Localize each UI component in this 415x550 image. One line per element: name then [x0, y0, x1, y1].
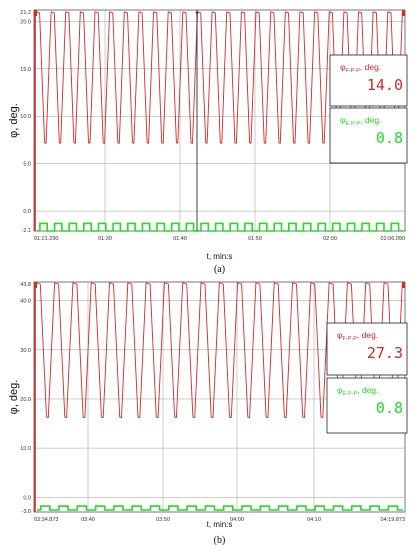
- chart-panel-b: 43.8 40.0 30.0 20.0 10.0 0.0 -3.003:34.873 03:4…: [8, 281, 408, 546]
- cursor-marker-icon: ▼: [194, 11, 199, 17]
- value-box-label-unit: , deg.: [357, 330, 378, 340]
- x-tick-label: 04:10: [307, 517, 321, 523]
- x-tick-label: 01:40: [173, 236, 187, 242]
- x-tick-label: 02:06.090: [381, 236, 405, 242]
- x-tick-label: 01:50: [248, 236, 262, 242]
- value-box-value: 14.0: [367, 76, 403, 94]
- value-box-label: φE-P-P, deg.: [337, 385, 378, 397]
- value-box-label-unit: , deg.: [360, 115, 381, 125]
- panel-label: (a): [214, 264, 225, 275]
- y-tick-label: 15.0: [20, 67, 31, 73]
- value-box: [326, 377, 408, 434]
- y-tick-label: -2.1: [22, 228, 31, 234]
- value-box-label-subscript: E-P-P: [346, 121, 361, 127]
- value-box-label-unit: , deg.: [357, 385, 378, 395]
- value-box-label-symbol: φ: [337, 385, 343, 395]
- value-box-label-subscript: F-P-P: [346, 68, 361, 74]
- series-start-flag: [34, 282, 37, 288]
- x-tick-label: 03:34.873: [34, 517, 58, 523]
- value-box-label-symbol: φ: [340, 115, 346, 125]
- y-tick-label: 21.2: [20, 10, 31, 16]
- y-tick-label: 10.0: [20, 114, 31, 120]
- series-end-flag: [402, 10, 405, 16]
- chart-panel-a: 21.2 20.0 15.0 10.0 5.0 0.0 -2.101:21.290 01:30…: [8, 9, 408, 275]
- x-tick-label: 03:50: [156, 517, 170, 523]
- y-tick-label: 0.0: [23, 209, 31, 215]
- y-tick-label: 43.8: [20, 282, 31, 288]
- value-box: [329, 54, 408, 107]
- x-tick-label: 01:21.290: [34, 236, 58, 242]
- x-tick-label: 04:19.873: [381, 517, 405, 523]
- y-tick-label: 40.0: [20, 299, 31, 305]
- value-box: [329, 107, 408, 164]
- x-tick-label: 01:30: [98, 236, 112, 242]
- series-start-flag: [34, 10, 37, 16]
- series-line-φ_E-P-P: [37, 222, 403, 232]
- value-box-label-subscript: F-P-P: [343, 336, 358, 342]
- panel-label: (b): [214, 535, 226, 546]
- x-axis-label: t, min:s: [207, 520, 233, 529]
- series-end-flag: [402, 282, 405, 288]
- y-axis-label: φ, deg.: [8, 103, 20, 138]
- value-box-label-subscript: E-P-P: [343, 391, 358, 397]
- x-tick-label: 02:00: [323, 236, 337, 242]
- value-box-label: φE-P-P, deg.: [340, 115, 381, 127]
- value-box-label: φF-P-P, deg.: [337, 330, 378, 342]
- value-box-label-unit: , deg.: [360, 62, 381, 72]
- y-tick-label: 5.0: [23, 162, 31, 168]
- value-box-value: 27.3: [367, 344, 403, 362]
- value-box: [326, 322, 408, 376]
- y-tick-label: 20.0: [20, 19, 31, 25]
- y-tick-label: 10.0: [20, 446, 31, 452]
- y-axis-label: φ, deg.: [8, 380, 20, 415]
- y-tick-label: 20.0: [20, 397, 31, 403]
- x-axis-label: t, min:s: [207, 252, 233, 261]
- value-box-value: 0.8: [376, 129, 403, 147]
- value-box-label: φF-P-P, deg.: [340, 62, 381, 74]
- value-box-value: 0.8: [376, 399, 403, 417]
- series-line-φ_F-P-P: [36, 11, 403, 144]
- series-line-φ_E-P-P: [37, 505, 403, 511]
- value-box-label-symbol: φ: [337, 330, 343, 340]
- y-tick-label: 30.0: [20, 348, 31, 354]
- y-tick-label: -3.0: [22, 509, 31, 515]
- y-tick-label: 0.0: [23, 495, 31, 501]
- value-box-label-symbol: φ: [340, 62, 346, 72]
- x-tick-label: 03:40: [81, 517, 95, 523]
- x-tick-label: 04:00: [230, 517, 244, 523]
